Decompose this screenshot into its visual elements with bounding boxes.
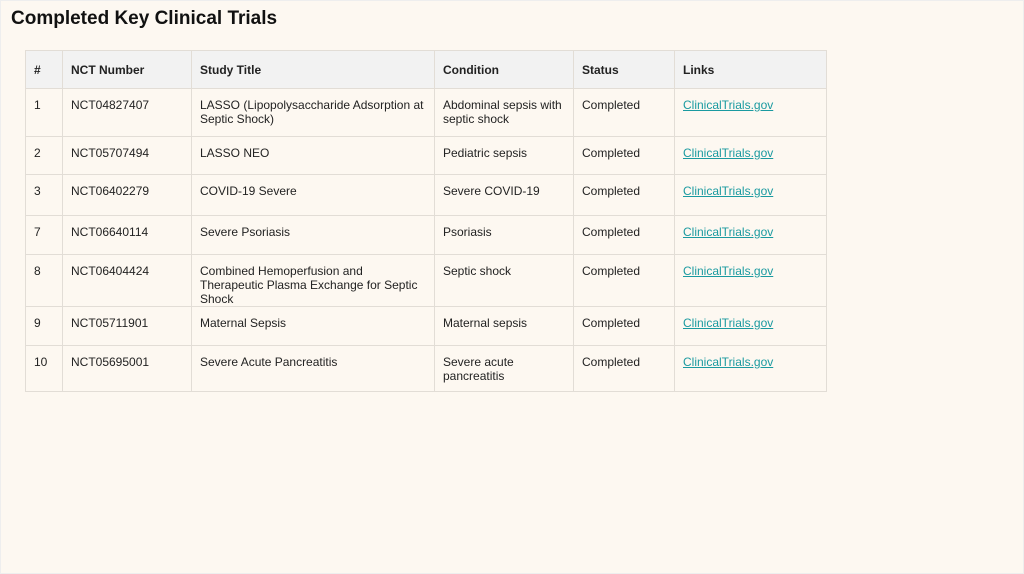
- table-row: 8 NCT06404424 Combined Hemoperfusion and T…: [25, 254, 827, 307]
- cell-condition: Maternal sepsis: [434, 306, 574, 346]
- cell-study-title: Combined Hemoperfusion and Therapeutic P…: [191, 254, 435, 307]
- clinicaltrials-link[interactable]: ClinicalTrials.gov: [683, 225, 774, 239]
- table-row: 9 NCT05711901 Maternal Sepsis Maternal seps…: [25, 306, 827, 346]
- cell-nct-number: NCT04827407: [62, 88, 192, 137]
- header-status: Status: [573, 50, 675, 89]
- cell-index: 2: [25, 136, 63, 175]
- cell-condition: Septic shock: [434, 254, 574, 307]
- cell-nct-number: NCT06640114: [62, 215, 192, 255]
- table-row: 3 NCT06402279 COVID-19 Severe Severe COVID-…: [25, 174, 827, 216]
- cell-condition: Pediatric sepsis: [434, 136, 574, 175]
- cell-links: ClinicalTrials.gov: [674, 215, 827, 255]
- clinical-trials-table: # NCT Number Study Title Condition Statu…: [25, 50, 827, 392]
- table-row: 7 NCT06640114 Severe Psoriasis Psoriasis Com…: [25, 215, 827, 255]
- cell-study-title: LASSO NEO: [191, 136, 435, 175]
- table-row: 1 NCT04827407 LASSO (Lipopolysaccharide Ad…: [25, 88, 827, 137]
- cell-index: 7: [25, 215, 63, 255]
- cell-status: Completed: [573, 306, 675, 346]
- cell-condition: Severe acute pancreatitis: [434, 345, 574, 392]
- cell-study-title: Severe Psoriasis: [191, 215, 435, 255]
- cell-status: Completed: [573, 215, 675, 255]
- header-study-title: Study Title: [191, 50, 435, 89]
- cell-study-title: Maternal Sepsis: [191, 306, 435, 346]
- cell-links: ClinicalTrials.gov: [674, 254, 827, 307]
- cell-nct-number: NCT06404424: [62, 254, 192, 307]
- cell-condition: Psoriasis: [434, 215, 574, 255]
- cell-condition: Abdominal sepsis with septic shock: [434, 88, 574, 137]
- cell-status: Completed: [573, 88, 675, 137]
- cell-index: 8: [25, 254, 63, 307]
- cell-status: Completed: [573, 254, 675, 307]
- cell-links: ClinicalTrials.gov: [674, 306, 827, 346]
- cell-status: Completed: [573, 174, 675, 216]
- clinicaltrials-link[interactable]: ClinicalTrials.gov: [683, 146, 774, 160]
- cell-links: ClinicalTrials.gov: [674, 136, 827, 175]
- cell-index: 9: [25, 306, 63, 346]
- clinicaltrials-link[interactable]: ClinicalTrials.gov: [683, 264, 774, 278]
- header-links: Links: [674, 50, 827, 89]
- clinicaltrials-link[interactable]: ClinicalTrials.gov: [683, 316, 774, 330]
- cell-index: 1: [25, 88, 63, 137]
- cell-index: 3: [25, 174, 63, 216]
- cell-nct-number: NCT06402279: [62, 174, 192, 216]
- page-title: Completed Key Clinical Trials: [11, 8, 278, 29]
- cell-links: ClinicalTrials.gov: [674, 345, 827, 392]
- header-condition: Condition: [434, 50, 574, 89]
- cell-study-title: LASSO (Lipopolysaccharide Adsorption at …: [191, 88, 435, 137]
- cell-study-title: Severe Acute Pancreatitis: [191, 345, 435, 392]
- cell-status: Completed: [573, 345, 675, 392]
- cell-nct-number: NCT05711901: [62, 306, 192, 346]
- header-nct-number: NCT Number: [62, 50, 192, 89]
- cell-study-title: COVID-19 Severe: [191, 174, 435, 216]
- clinicaltrials-link[interactable]: ClinicalTrials.gov: [683, 98, 774, 112]
- cell-links: ClinicalTrials.gov: [674, 88, 827, 137]
- clinicaltrials-link[interactable]: ClinicalTrials.gov: [683, 184, 774, 198]
- table-row: 10 NCT05695001 Severe Acute Pancreatitis Se…: [25, 345, 827, 392]
- cell-status: Completed: [573, 136, 675, 175]
- cell-condition: Severe COVID-19: [434, 174, 574, 216]
- cell-nct-number: NCT05695001: [62, 345, 192, 392]
- cell-links: ClinicalTrials.gov: [674, 174, 827, 216]
- table-row: 2 NCT05707494 LASSO NEO Pediatric sepsis Com…: [25, 136, 827, 175]
- table-header-row: # NCT Number Study Title Condition Statu…: [25, 50, 827, 89]
- cell-nct-number: NCT05707494: [62, 136, 192, 175]
- clinicaltrials-link[interactable]: ClinicalTrials.gov: [683, 355, 774, 369]
- cell-index: 10: [25, 345, 63, 392]
- header-index: #: [25, 50, 63, 89]
